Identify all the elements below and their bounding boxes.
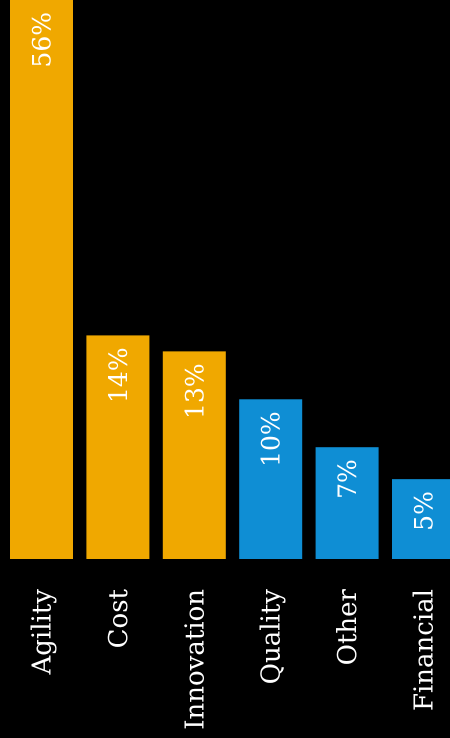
bar-other xyxy=(315,447,379,559)
value-label-cost: 14% xyxy=(104,347,133,403)
value-label-financial: 5% xyxy=(410,491,439,531)
bar-cost xyxy=(86,335,150,559)
category-label-agility: Agility xyxy=(28,589,58,676)
category-label-other: Other xyxy=(333,588,363,665)
value-labels-group: 56% 14% 13% 10% 7% 5% xyxy=(28,12,439,531)
value-label-innovation: 13% xyxy=(180,363,209,419)
category-label-innovation: Innovation xyxy=(180,589,210,730)
bar-innovation xyxy=(162,351,226,559)
bar-quality xyxy=(239,399,303,559)
bar-financial xyxy=(392,479,450,559)
category-label-financial: Financial xyxy=(410,589,440,711)
value-label-other: 7% xyxy=(333,459,362,499)
bars-group xyxy=(10,0,450,559)
category-labels-group: Agility Cost Innovation Quality Other Financi… xyxy=(28,588,440,729)
value-label-quality: 10% xyxy=(257,411,286,467)
value-label-agility: 56% xyxy=(28,12,57,68)
bar-agility xyxy=(10,0,73,559)
category-label-cost: Cost xyxy=(104,588,134,648)
category-label-quality: Quality xyxy=(257,589,287,685)
